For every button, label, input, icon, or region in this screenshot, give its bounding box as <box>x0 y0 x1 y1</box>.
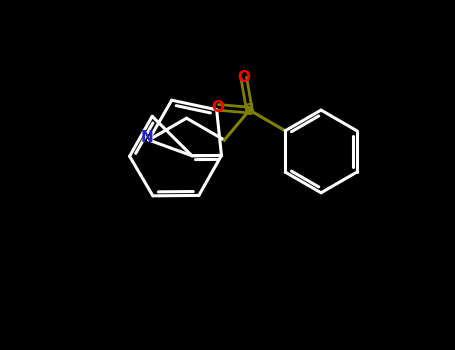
Text: N: N <box>140 130 153 145</box>
Text: O: O <box>212 100 225 115</box>
Text: S: S <box>244 103 255 118</box>
Text: O: O <box>237 70 250 85</box>
